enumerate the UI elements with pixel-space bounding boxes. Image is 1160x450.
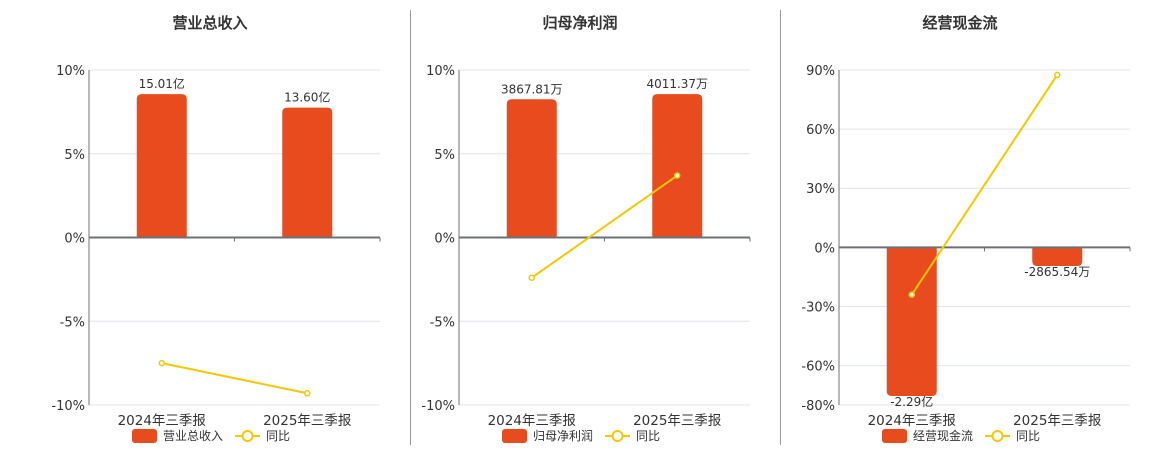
panel-divider (410, 10, 411, 445)
bar-data-label: 3867.81万 (501, 82, 563, 96)
legend-bar-swatch (132, 429, 157, 443)
chart-panel-3: 经营现金流 90% 60% 30% 0% -30% -60% -80% 2024年三季报 -2.2… (801, 14, 1131, 443)
legend-line-label: 同比 (636, 429, 660, 443)
legend-bar-label: 经营现金流 (913, 428, 973, 443)
legend-line-marker (611, 430, 624, 442)
legend-bar-swatch (502, 429, 527, 443)
bar (652, 94, 703, 238)
bar-data-label: 15.01亿 (139, 76, 185, 91)
y-tick-label: -10% (51, 399, 85, 414)
x-category-label: 2024年三季报 (868, 413, 956, 429)
y-tick-label: -5% (60, 315, 85, 330)
chart-panel-1: 营业总收入 10% 5% 0% -5% -10% 2024年三季报 15.01亿 2025年三季… (51, 14, 381, 443)
yoy-line (161, 362, 308, 395)
y-tick-label: 5% (434, 148, 455, 163)
bar-data-label: -2865.54万 (1024, 265, 1090, 279)
y-tick-label: 0% (64, 232, 85, 247)
bar (282, 107, 333, 238)
legend-line-label: 同比 (1016, 429, 1040, 443)
yoy-point (304, 390, 311, 397)
legend-line-marker (241, 430, 254, 442)
y-tick-label: 5% (64, 148, 85, 163)
chart-title: 营业总收入 (172, 14, 247, 32)
y-tick-label: 30% (806, 182, 835, 197)
yoy-point (1054, 71, 1061, 79)
chart-title: 归母净利润 (542, 14, 617, 32)
legend-bar-label: 营业总收入 (163, 429, 223, 443)
yoy-point (908, 291, 915, 298)
bar-data-label: -2.29亿 (890, 394, 933, 409)
y-tick-label: 10% (56, 64, 85, 79)
x-category-label: 2025年三季报 (633, 413, 721, 429)
y-tick-label: 0% (814, 241, 835, 256)
y-tick-label: -5% (430, 315, 455, 330)
y-tick-label: 0% (434, 232, 455, 247)
x-category-label: 2025年三季报 (1013, 413, 1101, 429)
bar-data-label: 13.60亿 (284, 90, 330, 105)
y-tick-label: 60% (806, 123, 835, 138)
bar-data-label: 4011.37万 (646, 77, 708, 91)
y-tick-label: 90% (806, 64, 835, 79)
x-category-label: 2024年三季报 (488, 413, 576, 429)
chart-title: 经营现金流 (922, 14, 997, 32)
bar (506, 99, 557, 238)
y-tick-label: 10% (426, 64, 455, 79)
x-category-label: 2024年三季报 (118, 413, 206, 429)
yoy-line (910, 74, 1059, 296)
y-tick-label: -10% (421, 399, 455, 414)
y-tick-label: -80% (801, 399, 835, 414)
bar (886, 247, 937, 397)
bar (136, 94, 187, 238)
x-category-label: 2025年三季报 (263, 413, 351, 429)
bar (1032, 247, 1083, 266)
legend-bar-swatch (882, 429, 907, 443)
legend-bar-label: 归母净利润 (533, 429, 593, 443)
y-tick-label: -60% (801, 360, 835, 375)
y-tick-label: -30% (801, 300, 835, 315)
chart-panel-2: 归母净利润 10% 5% 0% -5% -10% 2024年三季报 3867.81万 2025年… (421, 14, 751, 443)
yoy-point (158, 359, 165, 367)
yoy-point (528, 274, 535, 281)
legend-line-label: 同比 (266, 429, 290, 443)
legend-line-marker (991, 430, 1004, 442)
panel-divider (780, 10, 781, 445)
yoy-line (531, 174, 678, 279)
yoy-point (674, 172, 681, 179)
